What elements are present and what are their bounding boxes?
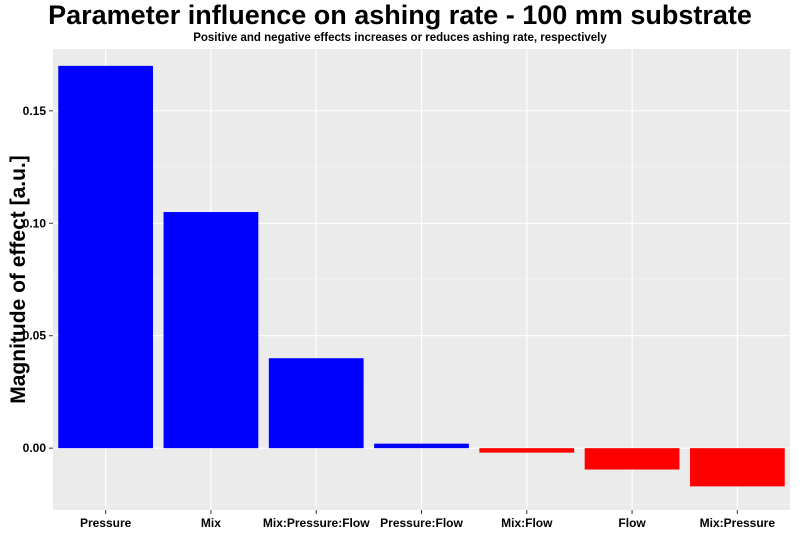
bar-mix-flow <box>479 448 575 453</box>
x-axis: Pressure Mix Mix:Pressure:Flow Pressure:Flo… <box>80 510 775 530</box>
y-tick-label: 0.10 <box>23 216 47 230</box>
bar-mix-pressure-flow <box>268 358 364 449</box>
x-tick-label: Mix:Flow <box>501 516 553 530</box>
x-tick-label: Pressure <box>80 516 132 530</box>
x-tick-label: Mix <box>201 516 221 530</box>
bar-pressure <box>58 65 154 449</box>
x-tick-label: Mix:Pressure <box>700 516 776 530</box>
chart-subtitle: Positive and negative effects increases … <box>193 32 607 44</box>
x-tick-label: Mix:Pressure:Flow <box>263 516 370 530</box>
y-tick-label: 0.05 <box>23 329 47 343</box>
bar-mix <box>163 212 259 449</box>
bar-flow <box>584 448 680 470</box>
bar-mix-pressure <box>689 448 785 487</box>
y-axis: 0.00 0.05 0.10 0.15 <box>23 104 53 455</box>
x-tick-label: Pressure:Flow <box>380 516 463 530</box>
x-tick-label: Flow <box>618 516 646 530</box>
bars <box>58 65 785 487</box>
y-axis-title: Magnitude of effect [a.u.] <box>7 155 30 404</box>
y-tick-label: 0.00 <box>23 441 47 455</box>
bar-pressure-flow <box>374 443 469 449</box>
y-tick-label: 0.15 <box>23 104 47 118</box>
chart-title: Parameter influence on ashing rate - 100… <box>48 0 752 30</box>
